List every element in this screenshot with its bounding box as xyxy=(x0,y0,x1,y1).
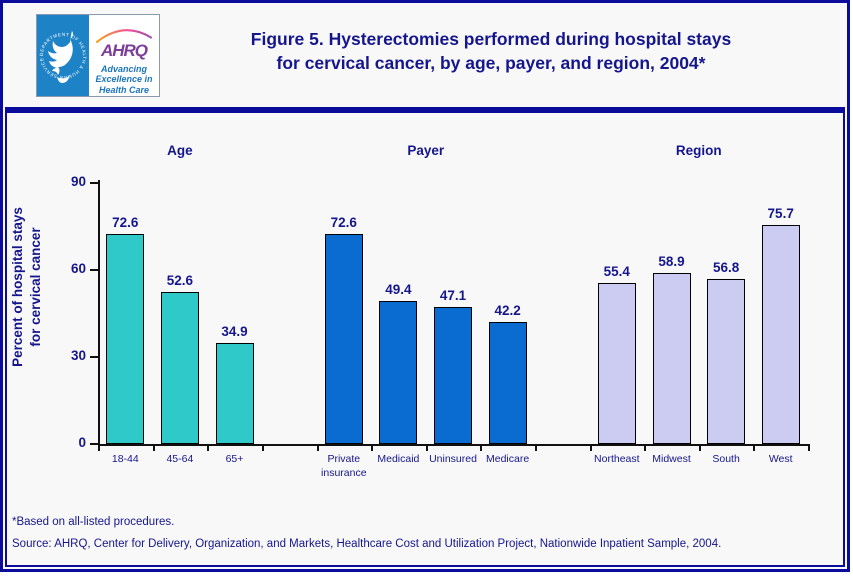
tagline-line: Health Care xyxy=(98,85,149,96)
x-axis-tick xyxy=(207,446,210,451)
x-axis-line xyxy=(98,444,810,446)
bar-value-label: 42.2 xyxy=(494,302,521,318)
x-axis-tick xyxy=(534,446,537,451)
bar-chart: Percent of hospital stays for cervical c… xyxy=(7,113,843,565)
category-label: West xyxy=(768,453,793,465)
group-header-age: Age xyxy=(167,143,193,158)
y-axis-tick xyxy=(90,356,98,358)
bar-value-label: 58.9 xyxy=(658,254,685,270)
bar-medicaid xyxy=(379,300,418,444)
category-label: Medicaid xyxy=(377,453,420,465)
category-label: 18-44 xyxy=(111,453,139,465)
y-axis-line xyxy=(98,180,100,446)
bar-value-label: 75.7 xyxy=(767,205,794,221)
category-label: South xyxy=(712,453,740,465)
figure-title-line-2: for cervical cancer, by age, payer, and … xyxy=(276,53,706,73)
bar-value-label: 47.1 xyxy=(439,288,467,304)
category-label: 65+ xyxy=(225,453,244,465)
ahrq-hhs-logo: DEPARTMENT OF HEALTH & HUMAN SERVICES · … xyxy=(35,11,160,97)
ahrq-swoosh-icon xyxy=(95,29,153,43)
x-axis-tick xyxy=(261,446,264,451)
ahrq-wordmark: AHRQ xyxy=(100,40,148,60)
tagline-line: Advancing xyxy=(100,63,147,74)
bar-private-insurance xyxy=(324,233,363,444)
bar-65+ xyxy=(215,342,254,444)
bar-value-label: 72.6 xyxy=(112,214,139,230)
x-axis-tick xyxy=(152,446,155,451)
x-axis-tick xyxy=(425,446,428,451)
bar-value-label: 34.9 xyxy=(221,323,248,339)
x-axis-tick xyxy=(698,446,701,451)
x-axis-tick xyxy=(480,446,483,451)
footnotes: *Based on all-listed procedures. Source:… xyxy=(12,512,839,556)
x-axis-tick xyxy=(589,446,592,451)
category-label: Northeast xyxy=(594,453,640,465)
y-axis-title-line-1: Percent of hospital stays xyxy=(10,207,25,367)
y-axis-title: Percent of hospital stays for cervical c… xyxy=(9,157,53,417)
tagline-line: Excellence in xyxy=(95,74,153,85)
header: DEPARTMENT OF HEALTH & HUMAN SERVICES · … xyxy=(3,3,847,107)
category-label: 45-64 xyxy=(166,453,194,465)
y-axis-tick-label: 90 xyxy=(70,174,86,189)
category-label: Uninsured xyxy=(429,453,477,465)
y-axis-tick-label: 30 xyxy=(70,348,86,363)
ahrq-logo: AHRQ Advancing Excellence in Health Care xyxy=(89,15,159,96)
category-label: Private insurance xyxy=(321,453,367,479)
bar-value-label: 55.4 xyxy=(603,264,630,280)
y-axis-title-line-2: for cervical cancer xyxy=(28,227,44,347)
bar-value-label: 52.6 xyxy=(166,272,194,288)
bar-value-label: 72.6 xyxy=(330,214,357,230)
bar-west xyxy=(761,224,800,444)
bar-value-label: 56.8 xyxy=(712,260,740,276)
x-axis-tick xyxy=(808,446,810,451)
y-axis-tick xyxy=(90,182,98,184)
y-axis-tick-label: 60 xyxy=(70,261,86,276)
chart-panel: Percent of hospital stays for cervical c… xyxy=(5,107,845,567)
bar-uninsured xyxy=(434,307,472,444)
category-label: Medicare xyxy=(486,453,530,465)
footnote-asterisk: *Based on all-listed procedures. xyxy=(12,516,175,528)
hhs-eagle-icon: DEPARTMENT OF HEALTH & HUMAN SERVICES · … xyxy=(35,11,86,83)
bar-45-64 xyxy=(160,291,199,444)
ahrq-tagline: Advancing Excellence in Health Care xyxy=(95,64,152,96)
x-axis-tick xyxy=(316,446,319,451)
group-header-payer: Payer xyxy=(407,143,445,158)
y-axis-tick xyxy=(90,269,98,271)
group-header-region: Region xyxy=(675,143,722,158)
bar-midwest xyxy=(652,273,691,444)
footnote-source: Source: AHRQ, Center for Delivery, Organ… xyxy=(12,537,722,550)
x-axis-tick xyxy=(644,446,647,451)
bar-medicare xyxy=(488,321,527,444)
figure-title: Figure 5. Hysterectomies performed durin… xyxy=(143,27,839,75)
x-axis-tick xyxy=(371,446,374,451)
x-axis-tick xyxy=(98,446,100,451)
x-axis-tick xyxy=(753,446,756,451)
bar-18-44 xyxy=(106,233,145,444)
figure-title-line-1: Figure 5. Hysterectomies performed durin… xyxy=(250,29,732,49)
category-label: Midwest xyxy=(652,453,691,465)
hhs-seal: DEPARTMENT OF HEALTH & HUMAN SERVICES · … xyxy=(35,11,89,96)
bar-value-label: 49.4 xyxy=(385,281,412,297)
y-axis-tick xyxy=(90,443,98,445)
y-axis-tick-label: 0 xyxy=(78,435,86,450)
bar-northeast xyxy=(597,283,636,444)
bar-south xyxy=(707,279,746,444)
